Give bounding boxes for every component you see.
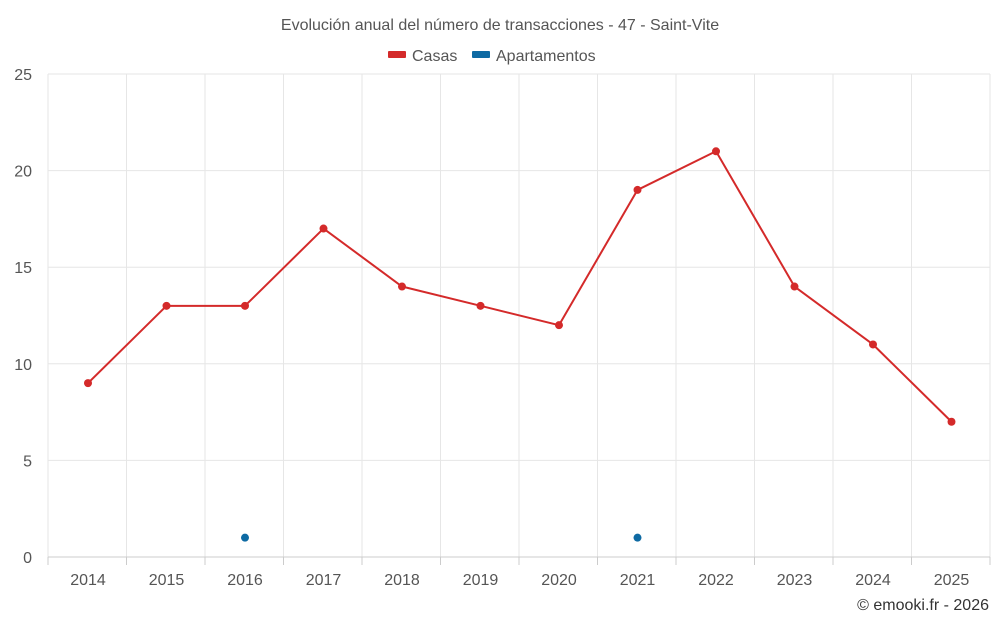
data-point-casas[interactable] (319, 224, 328, 233)
data-point-casas[interactable] (398, 282, 406, 291)
chart-title: Evolución anual del número de transaccio… (281, 17, 719, 34)
footer-credit: © emooki.fr - 2026 (857, 597, 989, 614)
data-point-casas[interactable] (162, 301, 171, 310)
x-tick-label: 2025 (934, 572, 970, 589)
data-point-apartamentos[interactable] (241, 533, 249, 542)
legend-label-casas[interactable]: Casas (412, 48, 457, 65)
y-tick-label: 10 (14, 357, 32, 374)
data-point-casas[interactable] (84, 379, 92, 388)
series-line-casas (87, 150, 953, 423)
data-point-apartamentos[interactable] (633, 533, 642, 542)
legend-swatch-casas (388, 51, 406, 58)
x-tick-label: 2017 (306, 572, 342, 589)
x-tick-label: 2021 (620, 572, 656, 589)
x-tick-label: 2018 (384, 572, 420, 589)
x-tick-label: 2024 (855, 572, 891, 589)
y-tick-label: 20 (14, 164, 32, 181)
y-tick-label: 25 (14, 67, 32, 84)
y-tick-label: 5 (23, 453, 32, 470)
data-point-casas[interactable] (476, 301, 485, 310)
x-tick-label: 2019 (463, 572, 499, 589)
data-point-casas[interactable] (790, 282, 799, 291)
data-point-casas[interactable] (712, 147, 720, 156)
x-tick-label: 2014 (70, 572, 106, 589)
legend-label-apartamentos[interactable]: Apartamentos (496, 48, 596, 65)
data-point-casas[interactable] (241, 301, 249, 310)
y-tick-label: 0 (23, 550, 32, 567)
data-point-casas[interactable] (633, 185, 642, 194)
legend-swatch-apartamentos (472, 51, 490, 58)
x-tick-label: 2015 (149, 572, 185, 589)
data-point-casas[interactable] (869, 340, 877, 349)
series (84, 147, 956, 542)
x-tick-label: 2023 (777, 572, 813, 589)
y-tick-label: 15 (14, 260, 32, 277)
x-tick-label: 2016 (227, 572, 263, 589)
x-tick-label: 2022 (698, 572, 734, 589)
data-point-casas[interactable] (555, 321, 563, 330)
grid (47, 73, 991, 557)
x-tick-label: 2020 (541, 572, 577, 589)
legend: Casas Apartamentos (388, 48, 596, 65)
data-point-casas[interactable] (947, 417, 956, 426)
